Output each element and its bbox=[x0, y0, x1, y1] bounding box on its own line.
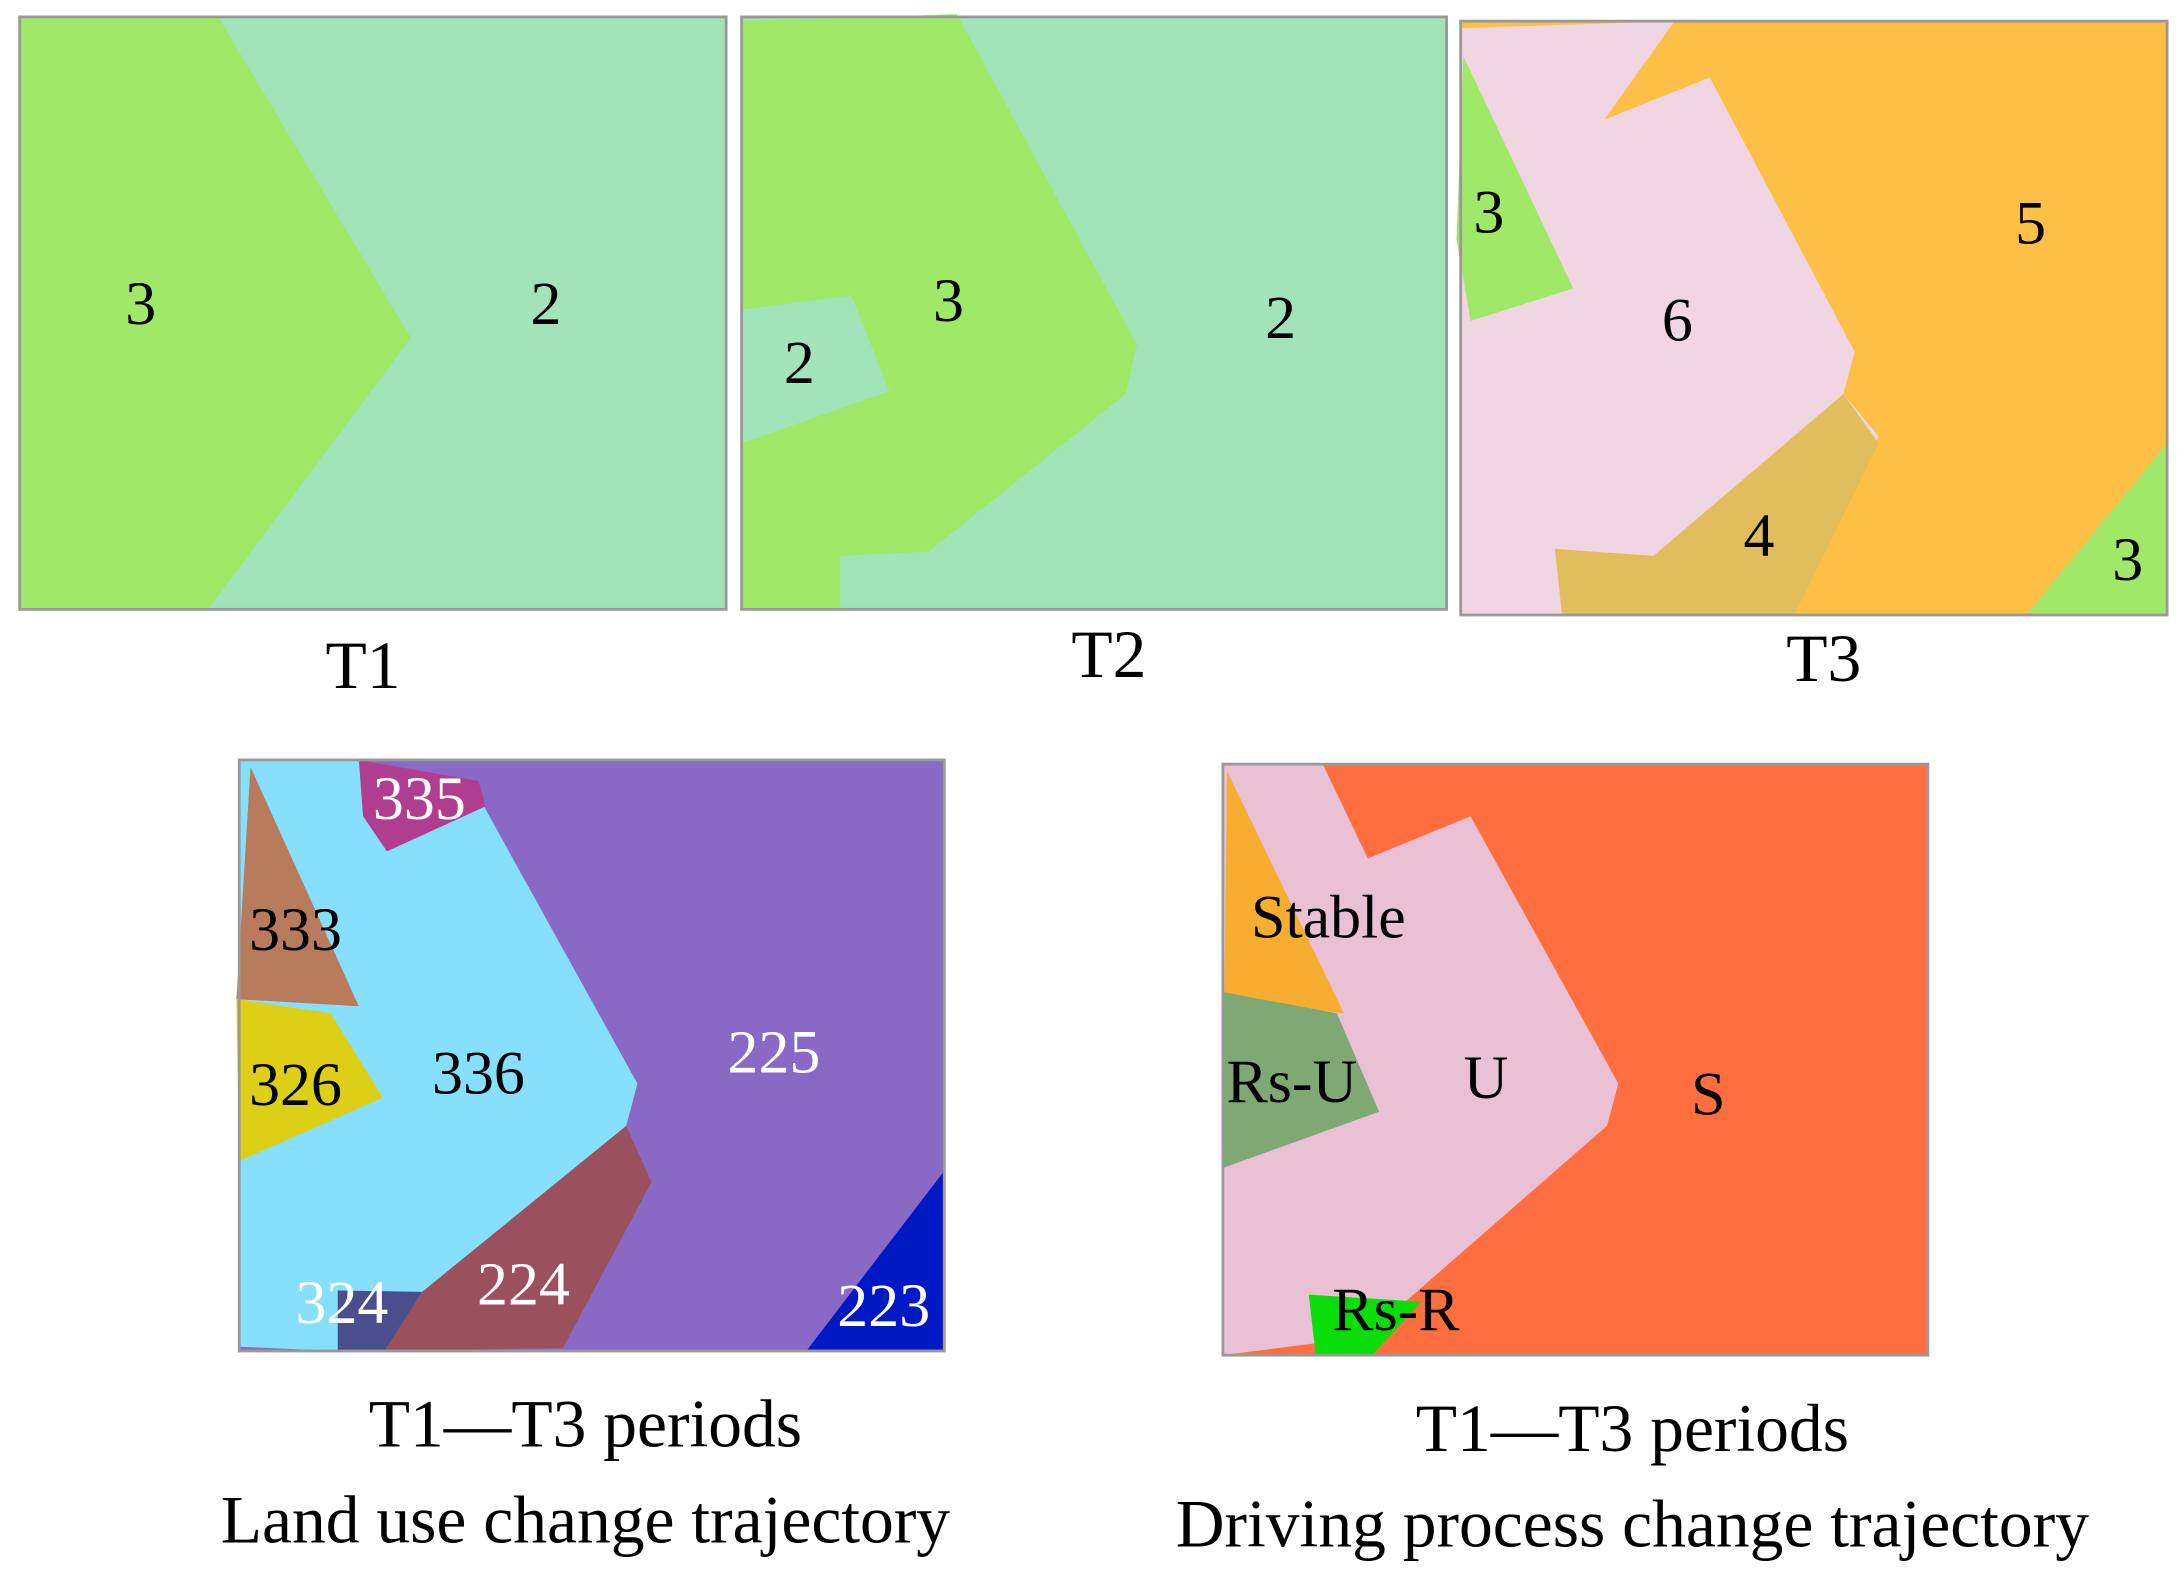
caption: T1 bbox=[326, 628, 401, 703]
region bbox=[1222, 992, 1380, 1169]
region bbox=[1308, 1294, 1422, 1356]
label: Rs-R bbox=[1332, 1276, 1460, 1344]
panel-t2: 2 3 2 T2 bbox=[740, 14, 1449, 692]
caption: T1—T3 periods bbox=[1416, 1391, 1849, 1466]
frame bbox=[1459, 19, 2169, 617]
frame bbox=[18, 15, 728, 611]
caption: T3 bbox=[1786, 621, 1861, 696]
label: 4 bbox=[1744, 502, 1775, 570]
label: 223 bbox=[837, 1272, 930, 1340]
label: 324 bbox=[296, 1269, 389, 1337]
region bbox=[1224, 771, 1344, 1014]
caption: Driving process change trajectory bbox=[1176, 1487, 2089, 1562]
region bbox=[1456, 56, 1574, 321]
label: 5 bbox=[2015, 190, 2046, 258]
panel-t1: 3 2 T1 bbox=[18, 15, 728, 703]
label: 2 bbox=[1265, 284, 1296, 352]
label: Rs-U bbox=[1226, 1048, 1357, 1116]
frame bbox=[237, 758, 946, 1353]
label: 2 bbox=[784, 329, 815, 397]
region bbox=[236, 999, 383, 1161]
panel-land-use: 335 333 326 336 225 224 324 223 T1—T3 pe… bbox=[221, 758, 951, 1557]
caption: Land use change trajectory bbox=[221, 1482, 951, 1557]
panel-t3: 3 6 5 4 3 T3 bbox=[1456, 19, 2169, 696]
label: 3 bbox=[2112, 526, 2143, 594]
label: 3 bbox=[933, 267, 964, 335]
label: 333 bbox=[249, 896, 342, 964]
label: 3 bbox=[1473, 178, 1504, 246]
label: S bbox=[1691, 1061, 1725, 1129]
region bbox=[337, 1290, 423, 1351]
label: Stable bbox=[1251, 883, 1406, 951]
label: 336 bbox=[432, 1040, 525, 1108]
label: 2 bbox=[531, 270, 562, 338]
region bbox=[741, 14, 1138, 610]
label: U bbox=[1464, 1044, 1509, 1112]
label: 6 bbox=[1662, 287, 1693, 355]
region bbox=[358, 759, 486, 852]
panel-driving-process: Stable Rs-U U S Rs-R T1—T3 periods Drivi… bbox=[1176, 762, 2089, 1562]
label: 3 bbox=[125, 270, 156, 338]
region bbox=[1222, 764, 1619, 1356]
label: 335 bbox=[373, 765, 466, 833]
frame bbox=[1221, 762, 1930, 1357]
label: 326 bbox=[249, 1051, 342, 1119]
label: 224 bbox=[477, 1251, 570, 1319]
caption: T2 bbox=[1071, 617, 1146, 692]
frame bbox=[740, 15, 1449, 611]
region bbox=[382, 1125, 652, 1351]
caption: T1—T3 periods bbox=[369, 1387, 802, 1462]
label: 225 bbox=[728, 1018, 821, 1086]
region bbox=[1554, 394, 1879, 615]
region bbox=[19, 16, 411, 610]
region bbox=[236, 766, 359, 1007]
